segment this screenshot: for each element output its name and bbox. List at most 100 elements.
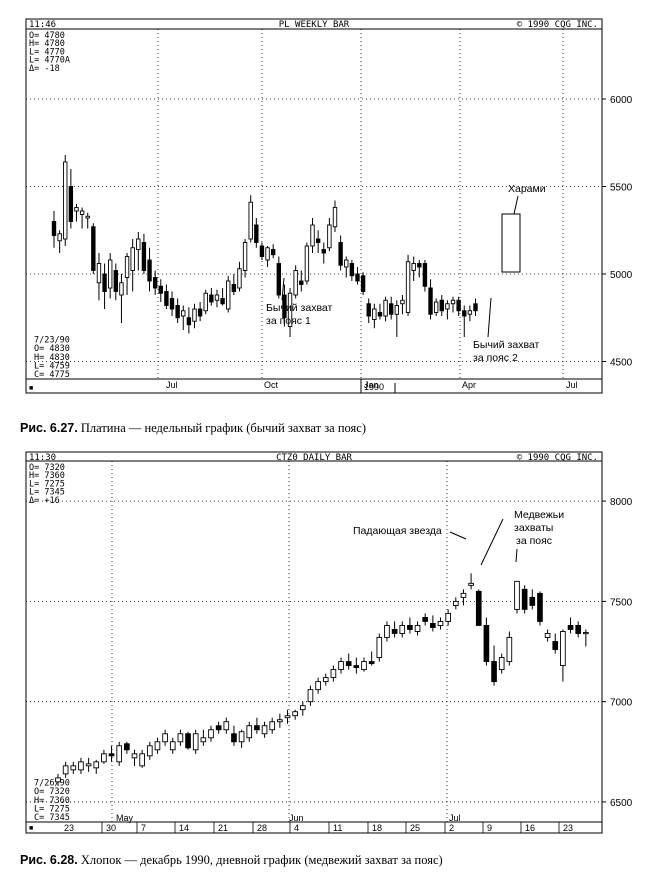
y-tick-label: 5500 [610, 183, 633, 194]
candle-body [254, 725, 260, 731]
copyright-text: © 1990 CQG INC. [517, 453, 598, 463]
candlestick [68, 169, 74, 229]
candlestick [321, 242, 326, 264]
candlestick [377, 303, 383, 320]
candlestick [417, 260, 422, 278]
annotation-arrow [480, 518, 504, 566]
candle-body [292, 711, 298, 717]
candle-body [475, 590, 482, 626]
candle-body [175, 305, 180, 319]
candle-body [560, 631, 566, 667]
candlestick [215, 721, 222, 734]
candle-body [277, 719, 283, 723]
candle-body [529, 596, 536, 606]
quote-top-line: H= 7360 [29, 471, 65, 481]
candle-body [254, 224, 259, 243]
annotation-bullish-1-line1: Бычий захват [266, 302, 333, 314]
candle-body [147, 259, 152, 282]
candlestick [353, 657, 360, 674]
y-tick-label: 4500 [610, 358, 633, 369]
candlestick [372, 303, 377, 329]
candlestick [146, 741, 153, 760]
candle-body [74, 207, 79, 212]
candle-body [383, 299, 388, 317]
candle-body [259, 245, 265, 257]
candle-body [223, 721, 230, 731]
candlestick [344, 256, 349, 278]
candlestick [79, 207, 85, 229]
candle-body [124, 743, 130, 751]
candle-body [246, 725, 253, 739]
candle-body [330, 669, 337, 679]
quote-top-line: O= 4780 [29, 31, 65, 41]
candle-body [108, 753, 115, 757]
candlestick [113, 263, 119, 301]
y-tick-label: 7000 [610, 698, 633, 709]
candle-body [186, 317, 192, 326]
x-tick-label: 30 [106, 823, 116, 833]
x-tick-label: Apr [462, 380, 476, 390]
annotation-arrow [487, 297, 492, 338]
candlestick [55, 773, 61, 786]
candle-body [215, 725, 222, 731]
candlestick [514, 580, 520, 614]
corner-mark: ■ [29, 385, 33, 392]
quote-bottom-line: 7/23/90 [34, 336, 70, 346]
candlestick [537, 591, 543, 626]
candlestick [214, 289, 220, 308]
candlestick [405, 254, 411, 316]
candlestick [450, 296, 456, 313]
candlestick [400, 295, 405, 315]
quote-bottom-line: 7/26/90 [34, 779, 70, 789]
candlestick [175, 298, 180, 323]
candlestick [124, 741, 130, 754]
quote-top-line: L= 4770A [29, 56, 70, 66]
candle-body [200, 737, 207, 743]
candle-body [430, 623, 436, 628]
candle-body [391, 629, 398, 634]
candle-body [491, 661, 497, 683]
x-tick-label: 28 [257, 823, 267, 833]
candlestick [330, 665, 337, 682]
candle-body [181, 310, 186, 317]
candlestick [62, 761, 69, 778]
candle-body [287, 292, 293, 327]
candlestick [304, 242, 310, 285]
candlestick [544, 629, 551, 642]
candle-body [238, 731, 245, 743]
candle-body [338, 242, 343, 266]
candle-body [276, 263, 281, 296]
candlestick [529, 589, 536, 610]
candlestick [506, 631, 513, 666]
candlestick [93, 759, 100, 774]
candle-body [310, 224, 315, 247]
candlestick [152, 270, 158, 295]
candlestick [208, 725, 214, 742]
candlestick [139, 749, 145, 768]
candlestick [223, 717, 230, 734]
header-time: 11:46 [29, 20, 56, 30]
candle-body [78, 761, 84, 771]
candle-body [152, 277, 158, 289]
candle-body [428, 287, 433, 315]
cotton-daily-chart: 11:30 CTZ0 DAILY BAR © 1990 CQG INC. 6500 70… [25, 451, 633, 834]
x-tick-label: 2 [449, 823, 454, 833]
candlestick [119, 274, 124, 323]
x-tick-label: Jul [566, 380, 578, 390]
quote-top-line: L= 7275 [29, 479, 65, 489]
candlestick [445, 300, 450, 320]
x-tick-label: 11 [333, 823, 342, 833]
candle-body [169, 741, 176, 751]
candle-body [445, 612, 451, 622]
annotation-shooting-star: Падающая звезда [353, 525, 442, 537]
candle-body [208, 729, 214, 739]
annotation-arrow [449, 531, 467, 540]
candlestick [277, 713, 283, 728]
candle-body [124, 256, 130, 278]
candle-body [567, 625, 574, 630]
candle-body [422, 616, 429, 622]
candlestick [261, 721, 268, 738]
candle-body [113, 270, 119, 292]
candle-body [321, 249, 326, 254]
candle-body [197, 308, 203, 317]
